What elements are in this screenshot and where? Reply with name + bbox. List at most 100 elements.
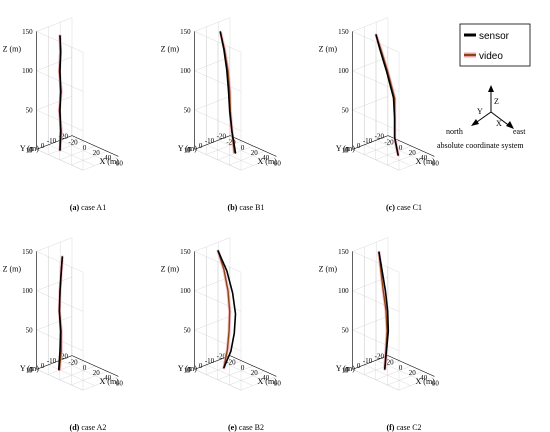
x-tick-label: 60 <box>274 159 282 167</box>
floor-gridline-y <box>218 140 265 162</box>
y-axis-label: Y (m) <box>20 364 39 373</box>
panel-caption-letter: (b) <box>228 203 238 212</box>
z-tick-label: 100 <box>22 287 33 295</box>
wall-gridline <box>36 96 73 111</box>
panel-caption-text: case C1 <box>395 203 422 212</box>
compass-up-arrowhead <box>488 85 494 92</box>
z-tick-label: 0 <box>187 146 191 154</box>
series-sensor-line <box>59 35 62 151</box>
panel-caption-text: case A1 <box>79 203 106 212</box>
x-tick-label: 0 <box>83 144 87 152</box>
x-tick-label: -20 <box>226 359 236 367</box>
z-tick-label: 50 <box>342 107 350 115</box>
z-axis-label: Z (m) <box>3 44 22 53</box>
y-tick-label: -20 <box>59 133 69 141</box>
y-tick-label: -10 <box>363 357 373 365</box>
x-tick-label: 40 <box>420 374 428 382</box>
wall-gridline <box>352 96 389 111</box>
panel-caption-text: case C2 <box>394 423 421 432</box>
legend: sensor video <box>459 23 531 67</box>
y-tick-label: 10 <box>342 366 350 374</box>
x-tick-label: 60 <box>116 379 124 387</box>
z-axis-label: Z (m) <box>319 44 338 53</box>
panel-caption: (e) case B2 <box>228 423 264 432</box>
wall-gridline <box>352 237 389 252</box>
y-axis-label: Y (m) <box>178 144 197 153</box>
y-tick-label: -20 <box>217 133 227 141</box>
y-tick-label: 0 <box>199 362 203 370</box>
y-tick-label: 0 <box>41 362 45 370</box>
floor-gridline-x <box>387 371 423 386</box>
floor-gridline-y <box>48 364 95 386</box>
y-tick-label: -20 <box>217 353 227 361</box>
x-tick-label: 60 <box>432 159 440 167</box>
floor-gridline-x <box>229 151 265 166</box>
floor-gridline-x <box>59 365 96 380</box>
x-axis <box>71 355 119 377</box>
y-axis <box>352 355 389 370</box>
x-axis <box>387 355 435 377</box>
floor-gridline-x <box>71 371 107 386</box>
floor-gridline-x <box>240 376 277 391</box>
x-axis-label: X (m) <box>416 377 436 386</box>
series-sensor-line <box>375 34 399 156</box>
x-tick-label: -20 <box>384 139 394 147</box>
floor-gridline-y <box>206 364 253 386</box>
floor-gridline-x <box>364 360 400 375</box>
panel-caption-letter: (f) <box>386 423 394 432</box>
x-tick-label: 20 <box>251 149 259 157</box>
floor-gridline-x <box>375 365 412 380</box>
x-axis-label: X (m) <box>258 377 278 386</box>
y-axis-label: Y (m) <box>178 364 197 373</box>
floor-gridline-x <box>387 151 423 166</box>
x-tick-label: 40 <box>420 154 428 162</box>
y-tick-label: -20 <box>375 133 385 141</box>
x-tick-label: 60 <box>274 379 282 387</box>
z-tick-label: 100 <box>22 67 33 75</box>
x-tick-label: 40 <box>262 374 270 382</box>
series-sensor-line <box>219 31 237 154</box>
wall-gridline <box>36 56 73 71</box>
y-tick-label: -10 <box>205 137 215 145</box>
z-tick-label: 0 <box>187 366 191 374</box>
panel-caption-text: case B1 <box>237 203 264 212</box>
legend-frame <box>459 23 531 67</box>
compass-y-label: Y <box>477 107 483 116</box>
z-axis-label: Z (m) <box>319 264 338 273</box>
floor-gridline-x <box>82 156 119 171</box>
y-tick-label: 0 <box>357 142 361 150</box>
coordinate-system-indicator: Z Y north X east absolute coordinate sys… <box>437 85 526 150</box>
y-tick-label: -10 <box>47 137 57 145</box>
floor-gridline-x <box>375 145 412 160</box>
floor-gridline-x <box>364 140 400 155</box>
z-tick-label: 100 <box>180 287 191 295</box>
y-tick-label: 10 <box>342 146 350 154</box>
z-tick-label: 150 <box>180 248 191 256</box>
x-tick-label: 20 <box>409 369 417 377</box>
series-sensor-line <box>378 251 390 370</box>
x-axis <box>71 135 119 157</box>
y-tick-label: -20 <box>375 353 385 361</box>
x-tick-label: 20 <box>409 149 417 157</box>
x-tick-label: 60 <box>432 379 440 387</box>
x-tick-label: 20 <box>251 369 259 377</box>
z-tick-label: 150 <box>22 28 33 36</box>
y-axis <box>194 355 231 370</box>
y-axis-label: Y (m) <box>336 364 355 373</box>
wall-gridline <box>194 56 231 71</box>
compass-east-arrowhead <box>506 121 514 129</box>
z-tick-label: 150 <box>338 248 349 256</box>
y-axis-label: Y (m) <box>20 144 39 153</box>
compass-x-label: X <box>496 119 502 128</box>
x-tick-label: 40 <box>104 154 112 162</box>
y-tick-label: 0 <box>199 142 203 150</box>
x-tick-label: 0 <box>399 364 403 372</box>
z-tick-label: 50 <box>26 327 34 335</box>
x-axis-label: X (m) <box>100 377 120 386</box>
y-axis <box>36 355 73 370</box>
x-axis-label: X (m) <box>100 157 120 166</box>
